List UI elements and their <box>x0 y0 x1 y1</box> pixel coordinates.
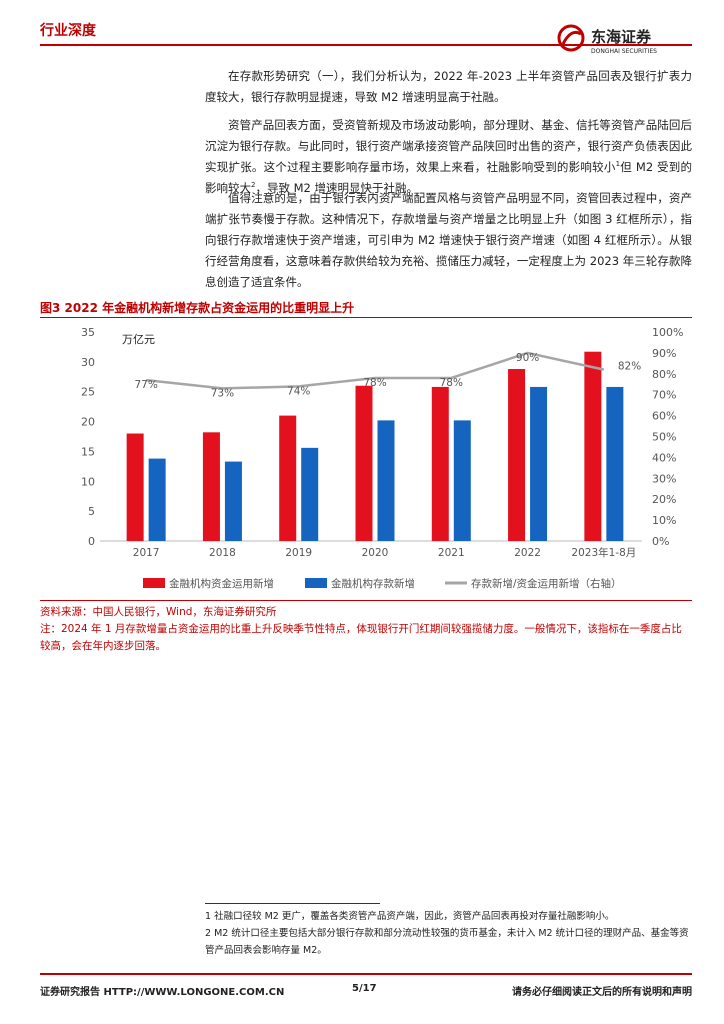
caption-rule <box>40 317 692 318</box>
data-label: 78% <box>440 377 463 389</box>
footer-left: 证券研究报告 HTTP://WWW.LONGONE.COM.CN <box>40 987 285 998</box>
logo-name-en: DONGHAI SECURITIES <box>591 48 657 55</box>
bar <box>584 351 602 541</box>
footnote: 2 M2 统计口径主要包括大部分银行存款和部分流动性较强的货币基金，未计入 M2… <box>205 928 689 956</box>
data-label: 78% <box>363 377 386 389</box>
ratio-line <box>146 351 605 390</box>
x-tick-label: 2018 <box>209 547 236 559</box>
y-tick-label: 30 <box>81 356 95 369</box>
footnote-ref: 2 <box>251 181 256 190</box>
text-run: 资管产品回表方面，受资管新规及市场波动影响，部分理财、基金、信托等资管产品陆回后… <box>205 118 692 174</box>
chart: 0 5 10 15 20 25 30 35 0% 10% 20% 30% 40% 50% 60% 70% 80%… <box>81 326 683 590</box>
source: 资料来源：中国人民银行，Wind，东海证券研究所 <box>40 606 277 618</box>
bar <box>126 433 144 541</box>
bar <box>530 386 548 541</box>
bar <box>148 458 166 541</box>
header-rule <box>40 44 692 46</box>
y2-tick-label: 100% <box>652 326 683 339</box>
y-tick-label: 5 <box>88 505 95 518</box>
text-run: 但 M2 受到的影响较大 <box>205 160 692 195</box>
y2-tick-label: 70% <box>652 389 676 402</box>
x-tick-label: 2021 <box>438 547 465 559</box>
data-label: 77% <box>134 379 157 391</box>
y-tick-label: 0 <box>88 535 95 548</box>
x-tick-label: 2020 <box>362 547 389 559</box>
y2-tick-label: 0% <box>652 535 669 548</box>
paragraph: 值得注意的是，由于银行表内资产端配置风格与资管产品明显不同，资管回表过程中，资产… <box>205 191 692 289</box>
logo-mark <box>557 24 585 52</box>
bar <box>224 461 242 541</box>
data-label: 90% <box>516 352 539 364</box>
bar <box>606 386 624 541</box>
y2-tick-label: 80% <box>652 368 676 381</box>
y2-tick-label: 50% <box>652 431 676 444</box>
y2-tick-label: 10% <box>652 514 676 527</box>
chart-rule <box>40 600 692 601</box>
y2-tick-label: 40% <box>652 451 676 464</box>
footer-right: 请务必仔细阅读正文后的所有说明和声明 <box>512 987 692 998</box>
text-run: ，导致 M2 增速明显快于社融。 <box>255 181 419 195</box>
legend-label: 存款新增/资金运用新增（右轴） <box>471 577 622 590</box>
y-tick-label: 35 <box>81 326 95 339</box>
logo-name: 东海证券 <box>591 28 652 46</box>
footnote: 1 社融口径较 M2 更广，覆盖各类资管产品资产端，因此，资管产品回表再投对存量… <box>205 911 615 922</box>
section-label: 行业深度 <box>40 23 96 39</box>
y-tick-label: 20 <box>81 416 95 429</box>
note: 注：2024 年 1 月存款增量占资金运用的比重上升反映季节性特点，体现银行开门… <box>40 623 682 652</box>
x-tick-label: 2022 <box>514 547 541 559</box>
footnote-rule <box>205 903 380 904</box>
y-tick-label: 25 <box>81 386 95 399</box>
bar <box>279 415 297 541</box>
bar <box>453 420 471 541</box>
footer-rule <box>40 973 692 975</box>
legend-swatch <box>305 578 327 588</box>
bar <box>508 369 526 541</box>
data-label: 73% <box>211 387 234 399</box>
y-tick-label: 15 <box>81 445 95 458</box>
paragraph: 在存款形势研究（一），我们分析认为，2022 年-2023 上半年资管产品回表及… <box>205 69 692 104</box>
bar <box>377 420 395 541</box>
data-label: 74% <box>287 385 310 397</box>
logo-swirl <box>561 30 582 45</box>
legend-label: 金融机构存款新增 <box>331 577 415 590</box>
bar <box>431 386 449 541</box>
page-number: 5/17 <box>352 983 377 994</box>
y2-tick-label: 20% <box>652 493 676 506</box>
bar <box>355 385 373 541</box>
paragraph: 资管产品回表方面，受资管新规及市场波动影响，部分理财、基金、信托等资管产品陆回后… <box>205 115 692 199</box>
x-tick-label: 2023年1-8月 <box>571 546 636 559</box>
footnote-ref: 1 <box>615 160 621 169</box>
bar <box>202 432 220 541</box>
x-tick-label: 2017 <box>133 547 160 559</box>
logo: 东海证券 DONGHAI SECURITIES <box>557 24 657 55</box>
figure-caption: 图3 2022 年金融机构新增存款占资金运用的比重明显上升 <box>40 301 355 315</box>
bar <box>301 447 319 541</box>
y2-tick-label: 30% <box>652 472 676 485</box>
data-label: 82% <box>618 361 641 373</box>
x-tick-label: 2019 <box>285 547 312 559</box>
y-axis-unit: 万亿元 <box>122 333 155 346</box>
y2-tick-label: 90% <box>652 347 676 360</box>
y2-tick-label: 60% <box>652 410 676 423</box>
legend-label: 金融机构资金运用新增 <box>169 577 274 590</box>
legend-swatch <box>143 578 165 588</box>
y-tick-label: 10 <box>81 475 95 488</box>
